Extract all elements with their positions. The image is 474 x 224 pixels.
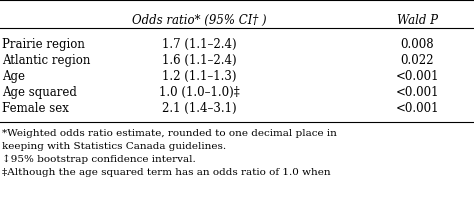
Text: 0.022: 0.022 <box>401 54 434 67</box>
Text: Female sex: Female sex <box>2 102 69 115</box>
Text: ‡Although the age squared term has an odds ratio of 1.0 when: ‡Although the age squared term has an od… <box>2 168 331 177</box>
Text: Prairie region: Prairie region <box>2 38 85 51</box>
Text: 1.6 (1.1–2.4): 1.6 (1.1–2.4) <box>162 54 237 67</box>
Text: <0.001: <0.001 <box>395 102 439 115</box>
Text: Age: Age <box>2 70 26 83</box>
Text: ↕95% bootstrap confidence interval.: ↕95% bootstrap confidence interval. <box>2 155 196 164</box>
Text: <0.001: <0.001 <box>395 70 439 83</box>
Text: Odds ratio* (95% CI† ): Odds ratio* (95% CI† ) <box>132 14 266 27</box>
Text: keeping with Statistics Canada guidelines.: keeping with Statistics Canada guideline… <box>2 142 227 151</box>
Text: 0.008: 0.008 <box>401 38 434 51</box>
Text: Age squared: Age squared <box>2 86 77 99</box>
Text: 2.1 (1.4–3.1): 2.1 (1.4–3.1) <box>162 102 237 115</box>
Text: 1.2 (1.1–1.3): 1.2 (1.1–1.3) <box>162 70 237 83</box>
Text: Wald P: Wald P <box>397 14 438 27</box>
Text: <0.001: <0.001 <box>395 86 439 99</box>
Text: 1.0 (1.0–1.0)‡: 1.0 (1.0–1.0)‡ <box>159 86 239 99</box>
Text: 1.7 (1.1–2.4): 1.7 (1.1–2.4) <box>162 38 237 51</box>
Text: *Weighted odds ratio estimate, rounded to one decimal place in: *Weighted odds ratio estimate, rounded t… <box>2 129 337 138</box>
Text: Atlantic region: Atlantic region <box>2 54 91 67</box>
